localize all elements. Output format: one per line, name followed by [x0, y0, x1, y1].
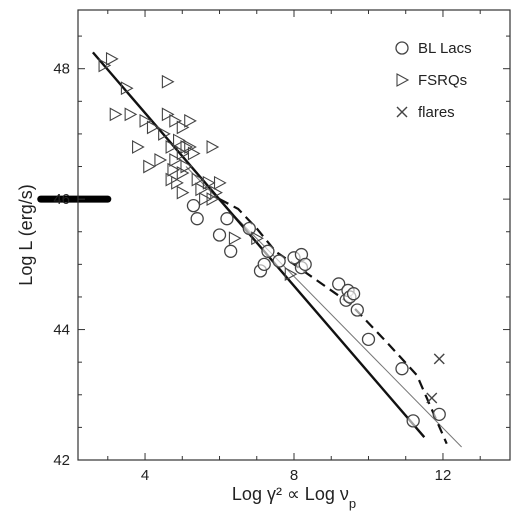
data-marks: [98, 51, 446, 428]
fsrqs-point: [158, 126, 171, 141]
x-marker-stroke: [433, 353, 445, 365]
fsrqs-point: [180, 140, 194, 154]
fsrqs-point: [120, 81, 134, 96]
bl-lacs-point: [224, 244, 238, 258]
fsrqs-point: [132, 140, 145, 154]
solid-fit-line: [91, 51, 426, 438]
legend-marker-fsrqs: [396, 73, 410, 87]
bl-lacs-point: [257, 257, 271, 271]
y-tick-label: 46: [53, 191, 70, 208]
legend-label-bl-lacs: BL Lacs: [418, 40, 472, 57]
bl-lacs-point: [361, 332, 376, 346]
fsrqs-point: [195, 182, 209, 197]
y-tick-label: 48: [53, 61, 70, 78]
fsrqs-point: [176, 166, 190, 180]
bl-lacs-point: [395, 362, 409, 376]
fsrqs-point: [187, 146, 201, 161]
fsrqs-point: [167, 162, 181, 177]
x-tick-label: 8: [290, 467, 298, 484]
x-axis-label: Log γ² ∝ Log νp: [232, 484, 356, 511]
legend-marker-bl-lacs: [395, 41, 409, 55]
fsrqs-point: [206, 140, 220, 154]
fsrqs-point: [98, 58, 112, 73]
x-marker-stroke: [396, 106, 408, 118]
legend-label-flares: flares: [418, 104, 455, 121]
fsrqs-point: [161, 74, 175, 89]
fsrqs-point: [176, 185, 190, 200]
fsrqs-point: [210, 185, 223, 200]
y-tick-label: 42: [53, 452, 70, 469]
y-axis-label: Log L (erg/s): [16, 184, 36, 285]
bl-lacs-point: [272, 254, 286, 268]
fsrqs-point: [124, 107, 138, 122]
fsrqs-point: [228, 231, 242, 246]
fsrqs-point: [184, 140, 197, 154]
bl-lacs-point: [242, 221, 256, 236]
y-tick-label: 44: [53, 322, 70, 339]
x-tick-label: 4: [141, 467, 149, 484]
bl-lacs-point: [261, 244, 275, 258]
flares-point: [426, 392, 438, 404]
fsrqs-point: [169, 153, 182, 167]
fsrqs-point: [139, 113, 153, 128]
fsrqs-point: [143, 159, 156, 174]
bl-lacs-point: [332, 277, 346, 291]
fsrqs-point: [169, 113, 182, 128]
fsrqs-point: [191, 172, 205, 187]
bl-lacs-point: [186, 199, 201, 213]
fsrqs-point: [109, 107, 123, 122]
overlay-layer: [37, 51, 462, 448]
fsrqs-point: [199, 192, 212, 207]
x-tick-label: 12: [435, 467, 452, 484]
fsrqs-point: [184, 113, 197, 128]
x-marker-stroke: [426, 392, 438, 404]
fsrqs-point: [161, 107, 175, 122]
legend-label-fsrqs: FSRQs: [418, 72, 467, 89]
bl-lacs-point: [220, 212, 234, 226]
fsrqs-point: [176, 120, 190, 135]
legend: BL Lacs FSRQs flares: [395, 40, 472, 121]
bl-lacs-point: [212, 228, 227, 242]
fsrqs-point: [176, 146, 190, 161]
fsrqs-point: [284, 267, 298, 282]
bl-lacs-point: [350, 303, 364, 317]
flares-point: [433, 353, 445, 365]
bl-lacs-point: [406, 414, 420, 428]
x-axis-label-main: Log γ² ∝ Log ν: [232, 484, 349, 504]
fsrqs-point: [154, 153, 168, 167]
x-axis-label-subscript: p: [349, 496, 356, 511]
fsrqs-point: [105, 51, 119, 66]
legend-marker-flares: [396, 106, 408, 118]
bl-lacs-point: [432, 407, 446, 421]
fsrqs-point: [165, 140, 179, 154]
bl-lacs-point: [346, 287, 361, 301]
fsrqs-point: [171, 175, 184, 190]
fsrqs-point: [251, 231, 264, 246]
fsrqs-point: [202, 175, 216, 190]
fsrqs-point: [173, 133, 186, 148]
bl-lacs-point: [190, 212, 204, 226]
fsrqs-point: [206, 192, 220, 207]
fsrqs-point: [213, 175, 227, 190]
bl-lacs-point: [298, 257, 312, 271]
fsrqs-point: [180, 159, 194, 174]
fsrqs-point: [146, 120, 160, 135]
